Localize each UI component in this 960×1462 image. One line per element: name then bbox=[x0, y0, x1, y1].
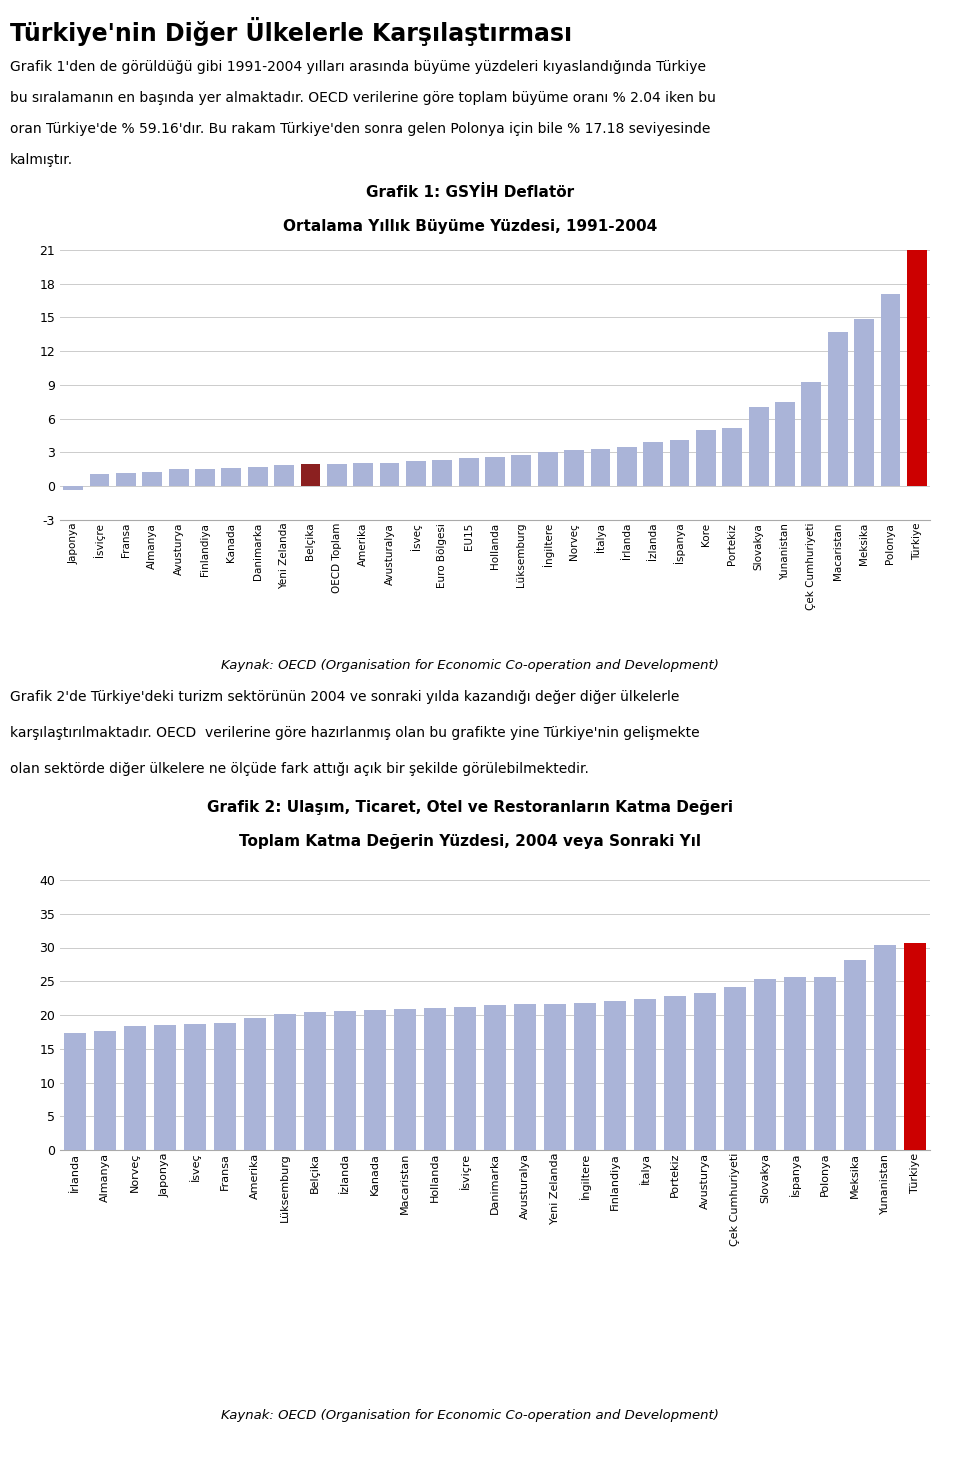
Text: Ortalama Yıllık Büyüme Yüzdesi, 1991-2004: Ortalama Yıllık Büyüme Yüzdesi, 1991-200… bbox=[283, 219, 658, 234]
Bar bbox=[802, 382, 821, 487]
Bar bbox=[327, 463, 347, 487]
Bar bbox=[214, 1023, 236, 1151]
Bar bbox=[183, 1023, 206, 1151]
Bar bbox=[353, 462, 373, 487]
Bar bbox=[89, 474, 109, 487]
Text: bu sıralamanın en başında yer almaktadır. OECD verilerine göre toplam büyüme ora: bu sıralamanın en başında yer almaktadır… bbox=[10, 91, 716, 105]
Bar bbox=[643, 443, 663, 487]
Bar bbox=[854, 319, 874, 487]
Bar bbox=[783, 977, 806, 1151]
Bar bbox=[63, 1034, 86, 1151]
Bar bbox=[334, 1010, 356, 1151]
Text: kalmıştır.: kalmıştır. bbox=[10, 154, 73, 167]
Bar bbox=[432, 461, 452, 487]
Bar bbox=[124, 1026, 146, 1151]
Text: Grafik 2: Ulaşım, Ticaret, Otel ve Restoranların Katma Değeri: Grafik 2: Ulaşım, Ticaret, Otel ve Resto… bbox=[207, 800, 733, 814]
Bar bbox=[754, 980, 777, 1151]
Bar bbox=[775, 402, 795, 487]
Bar bbox=[880, 294, 900, 487]
Bar bbox=[724, 987, 746, 1151]
Bar bbox=[303, 1012, 326, 1151]
Bar bbox=[604, 1001, 626, 1151]
Bar bbox=[903, 943, 926, 1151]
Bar bbox=[154, 1025, 177, 1151]
Bar bbox=[454, 1007, 476, 1151]
Bar bbox=[379, 462, 399, 487]
Bar bbox=[694, 993, 716, 1151]
Bar bbox=[63, 487, 84, 490]
Bar bbox=[300, 463, 321, 487]
Bar bbox=[670, 440, 689, 487]
Text: Grafik 1: GSYİH Deflatör: Grafik 1: GSYİH Deflatör bbox=[366, 186, 574, 200]
Text: Türkiye'nin Diğer Ülkelerle Karşılaştırması: Türkiye'nin Diğer Ülkelerle Karşılaştırm… bbox=[10, 16, 572, 45]
Text: olan sektörde diğer ülkelere ne ölçüde fark attığı açık bir şekilde görülebilmek: olan sektörde diğer ülkelere ne ölçüde f… bbox=[10, 762, 588, 776]
Bar bbox=[574, 1003, 596, 1151]
Bar bbox=[485, 458, 505, 487]
Bar bbox=[248, 468, 268, 487]
Text: Kaynak: OECD (Organisation for Economic Co-operation and Development): Kaynak: OECD (Organisation for Economic … bbox=[221, 1408, 719, 1421]
Bar bbox=[94, 1031, 116, 1151]
Text: karşılaştırılmaktadır. OECD  verilerine göre hazırlanmış olan bu grafikte yine T: karşılaştırılmaktadır. OECD verilerine g… bbox=[10, 727, 700, 740]
Bar bbox=[663, 996, 686, 1151]
Bar bbox=[423, 1009, 446, 1151]
Bar bbox=[195, 469, 215, 487]
Bar bbox=[222, 468, 241, 487]
Bar bbox=[814, 977, 836, 1151]
Bar bbox=[406, 462, 426, 487]
Bar bbox=[142, 472, 162, 487]
Bar bbox=[514, 1004, 537, 1151]
Bar bbox=[484, 1004, 506, 1151]
Bar bbox=[169, 469, 188, 487]
Bar bbox=[543, 1003, 566, 1151]
Bar bbox=[749, 408, 769, 487]
Bar bbox=[617, 447, 636, 487]
Bar bbox=[564, 450, 584, 487]
Bar bbox=[275, 465, 294, 487]
Bar bbox=[590, 449, 611, 487]
Text: Kaynak: OECD (Organisation for Economic Co-operation and Development): Kaynak: OECD (Organisation for Economic … bbox=[221, 658, 719, 671]
Bar bbox=[844, 959, 866, 1151]
Bar bbox=[116, 472, 135, 487]
Bar bbox=[722, 428, 742, 487]
Text: Toplam Katma Değerin Yüzdesi, 2004 veya Sonraki Yıl: Toplam Katma Değerin Yüzdesi, 2004 veya … bbox=[239, 835, 701, 849]
Bar bbox=[274, 1015, 297, 1151]
Text: oran Türkiye'de % 59.16'dır. Bu rakam Türkiye'den sonra gelen Polonya için bile : oran Türkiye'de % 59.16'dır. Bu rakam Tü… bbox=[10, 123, 710, 136]
Bar bbox=[364, 1010, 386, 1151]
Bar bbox=[907, 244, 926, 487]
Bar bbox=[459, 458, 478, 487]
Bar bbox=[696, 430, 716, 487]
Bar bbox=[538, 453, 558, 487]
Bar bbox=[874, 946, 897, 1151]
Bar bbox=[394, 1009, 417, 1151]
Text: Grafik 1'den de görüldüğü gibi 1991-2004 yılları arasında büyüme yüzdeleri kıyas: Grafik 1'den de görüldüğü gibi 1991-2004… bbox=[10, 60, 706, 75]
Bar bbox=[634, 1000, 657, 1151]
Text: Grafik 2'de Türkiye'deki turizm sektörünün 2004 ve sonraki yılda kazandığı değer: Grafik 2'de Türkiye'deki turizm sektörün… bbox=[10, 690, 680, 705]
Bar bbox=[244, 1019, 266, 1151]
Bar bbox=[512, 455, 531, 487]
Bar bbox=[828, 332, 848, 487]
